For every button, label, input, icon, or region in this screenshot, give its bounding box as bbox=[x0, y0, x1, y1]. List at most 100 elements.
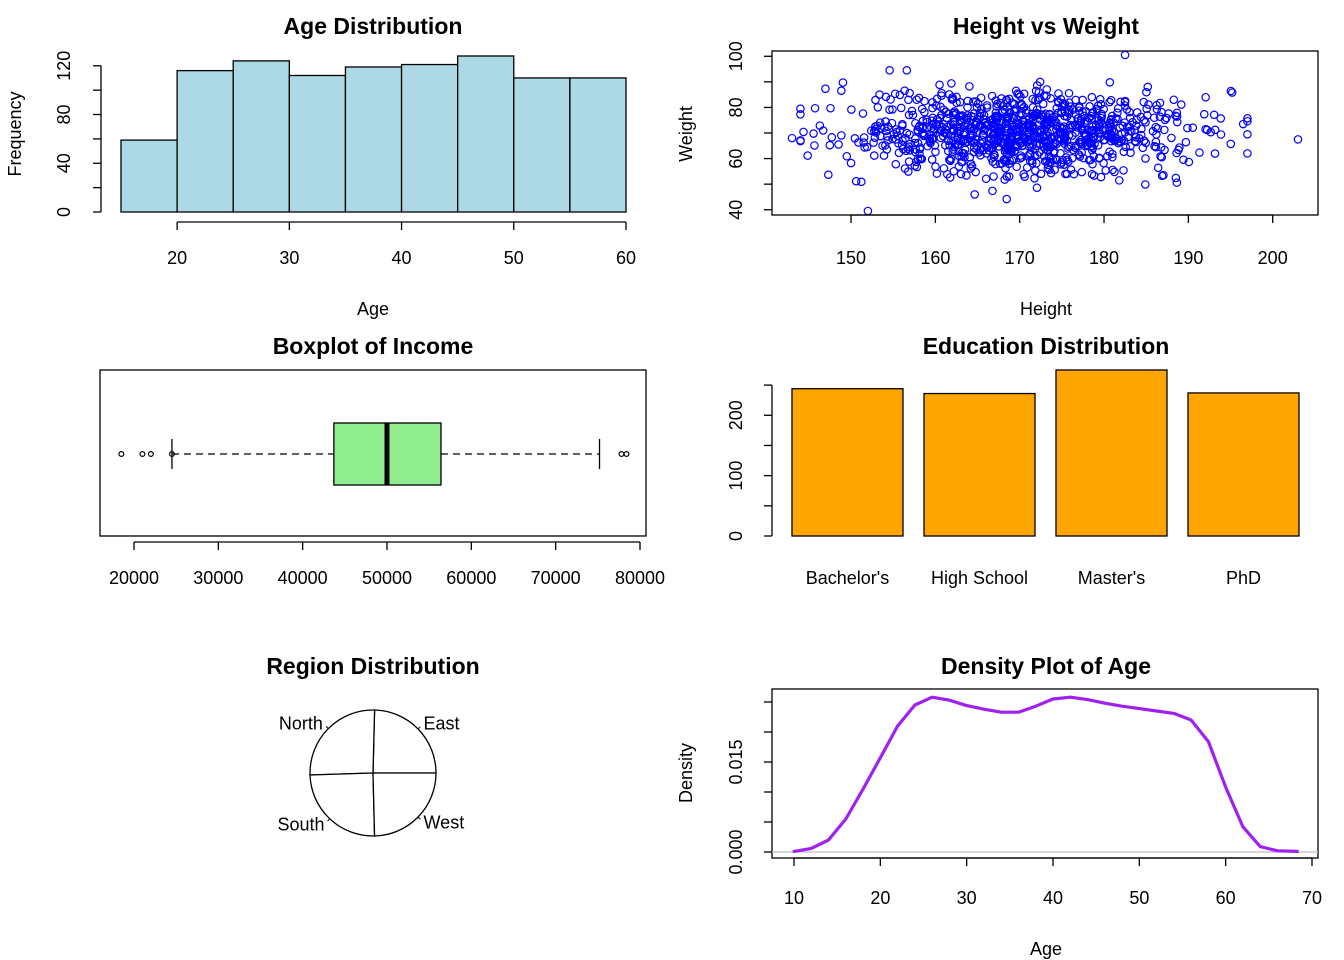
height-weight-scatter-panel: Height vs Weight Height Weight 150 160 170… bbox=[676, 13, 1319, 319]
scatter-point bbox=[1029, 111, 1038, 121]
pie-label-leader bbox=[417, 726, 421, 730]
scatter-point bbox=[967, 162, 977, 171]
x-tick-label: 40 bbox=[392, 248, 412, 268]
scatter-point bbox=[1087, 114, 1096, 123]
scatter-point bbox=[1143, 82, 1153, 92]
scatter-point bbox=[1243, 149, 1252, 158]
scatter-point bbox=[905, 88, 914, 98]
scatter-point bbox=[895, 90, 905, 100]
outlier-point bbox=[168, 451, 175, 458]
scatter-point bbox=[943, 146, 953, 156]
x-tick-label: 60 bbox=[1216, 888, 1236, 908]
education-bar-panel: Education Distribution Bachelor's High Sc… bbox=[726, 333, 1300, 588]
scatter-point bbox=[981, 174, 991, 184]
scatter-point bbox=[860, 143, 869, 152]
scatter-point bbox=[882, 145, 892, 154]
scatter-point bbox=[1077, 148, 1086, 157]
scatter-point bbox=[881, 117, 890, 126]
scatter-point bbox=[937, 88, 946, 98]
scatter-point bbox=[1142, 87, 1151, 97]
scatter-point bbox=[1030, 173, 1039, 183]
pie-slice bbox=[372, 772, 437, 837]
x-tick-label: 60 bbox=[616, 248, 636, 268]
scatter-point bbox=[1095, 119, 1104, 128]
scatter-point bbox=[1183, 123, 1192, 133]
scatter-point bbox=[1172, 112, 1182, 121]
scatter-point bbox=[1038, 99, 1048, 109]
category-label: High School bbox=[931, 568, 1028, 588]
scatter-point bbox=[942, 113, 951, 123]
x-tick-label: 40 bbox=[1043, 888, 1063, 908]
scatter-point bbox=[871, 122, 880, 131]
scatter-point bbox=[1172, 117, 1182, 127]
scatter-point bbox=[941, 124, 950, 134]
scatter-point bbox=[912, 162, 922, 172]
histogram-bar bbox=[457, 55, 515, 213]
scatter-point bbox=[881, 92, 891, 102]
scatter-point bbox=[1119, 147, 1129, 157]
scatter-point bbox=[1113, 108, 1122, 117]
scatter-point bbox=[954, 146, 963, 156]
scatter-point bbox=[1097, 113, 1106, 123]
scatter-point bbox=[1090, 139, 1099, 149]
scatter-point bbox=[1007, 145, 1016, 155]
scatter-point bbox=[1060, 99, 1070, 109]
scatter-point bbox=[810, 103, 820, 113]
scatter-point bbox=[913, 138, 923, 148]
scatter-point bbox=[857, 177, 866, 187]
scatter-point bbox=[1141, 180, 1150, 189]
scatter-point bbox=[799, 127, 808, 137]
scatter-point bbox=[949, 117, 959, 127]
scatter-point bbox=[869, 138, 878, 147]
scatter-point bbox=[962, 171, 971, 180]
scatter-point bbox=[1067, 115, 1076, 125]
scatter-point bbox=[1164, 109, 1173, 118]
scatter-point bbox=[956, 169, 966, 179]
scatter-point bbox=[1188, 123, 1198, 133]
x-tick-label: 180 bbox=[1089, 248, 1119, 268]
scatter-point bbox=[955, 97, 965, 107]
outlier-point bbox=[618, 451, 625, 458]
scatter-point bbox=[937, 126, 946, 136]
scatter-point bbox=[1056, 149, 1065, 158]
category-label: PhD bbox=[1226, 568, 1261, 588]
scatter-point bbox=[1121, 142, 1130, 152]
scatter-point bbox=[1028, 140, 1038, 149]
scatter-point bbox=[1087, 169, 1097, 179]
age-histogram-xlabel: Age bbox=[357, 299, 389, 319]
y-tick-label: 200 bbox=[726, 400, 746, 430]
scatter-point bbox=[990, 122, 999, 131]
scatter-point bbox=[826, 103, 835, 113]
x-tick-label: 30000 bbox=[193, 568, 243, 588]
x-tick-label: 20 bbox=[870, 888, 890, 908]
scatter-point bbox=[993, 111, 1003, 121]
scatter-point bbox=[1080, 119, 1089, 129]
scatter-point bbox=[1120, 50, 1130, 60]
scatter-point bbox=[957, 157, 966, 167]
scatter-point bbox=[949, 166, 959, 176]
y-tick-label: 60 bbox=[726, 149, 746, 169]
x-tick-label: 40000 bbox=[278, 568, 328, 588]
scatter-point bbox=[1157, 152, 1167, 162]
scatter-point bbox=[910, 161, 920, 171]
scatter-point bbox=[1150, 141, 1159, 151]
scatter-point bbox=[902, 128, 912, 138]
scatter-point bbox=[904, 142, 913, 151]
scatter-point bbox=[1095, 153, 1104, 163]
outlier-point bbox=[139, 451, 146, 458]
scatter-point bbox=[1171, 173, 1181, 183]
scatter-point bbox=[1039, 136, 1049, 146]
scatter-point bbox=[1195, 148, 1204, 157]
scatter-point bbox=[1172, 178, 1182, 187]
scatter-point bbox=[1007, 155, 1017, 165]
scatter-point bbox=[1066, 165, 1076, 174]
age-histogram-panel: Age Distribution Age Frequency 20 30 40 50 6… bbox=[5, 13, 636, 319]
scatter-point bbox=[863, 206, 873, 216]
scatter-point bbox=[1106, 95, 1116, 105]
scatter-point bbox=[870, 133, 880, 143]
scatter-point bbox=[915, 154, 925, 163]
scatter-point bbox=[1176, 100, 1186, 109]
scatter-point bbox=[1022, 163, 1032, 172]
scatter-point bbox=[1181, 137, 1191, 147]
